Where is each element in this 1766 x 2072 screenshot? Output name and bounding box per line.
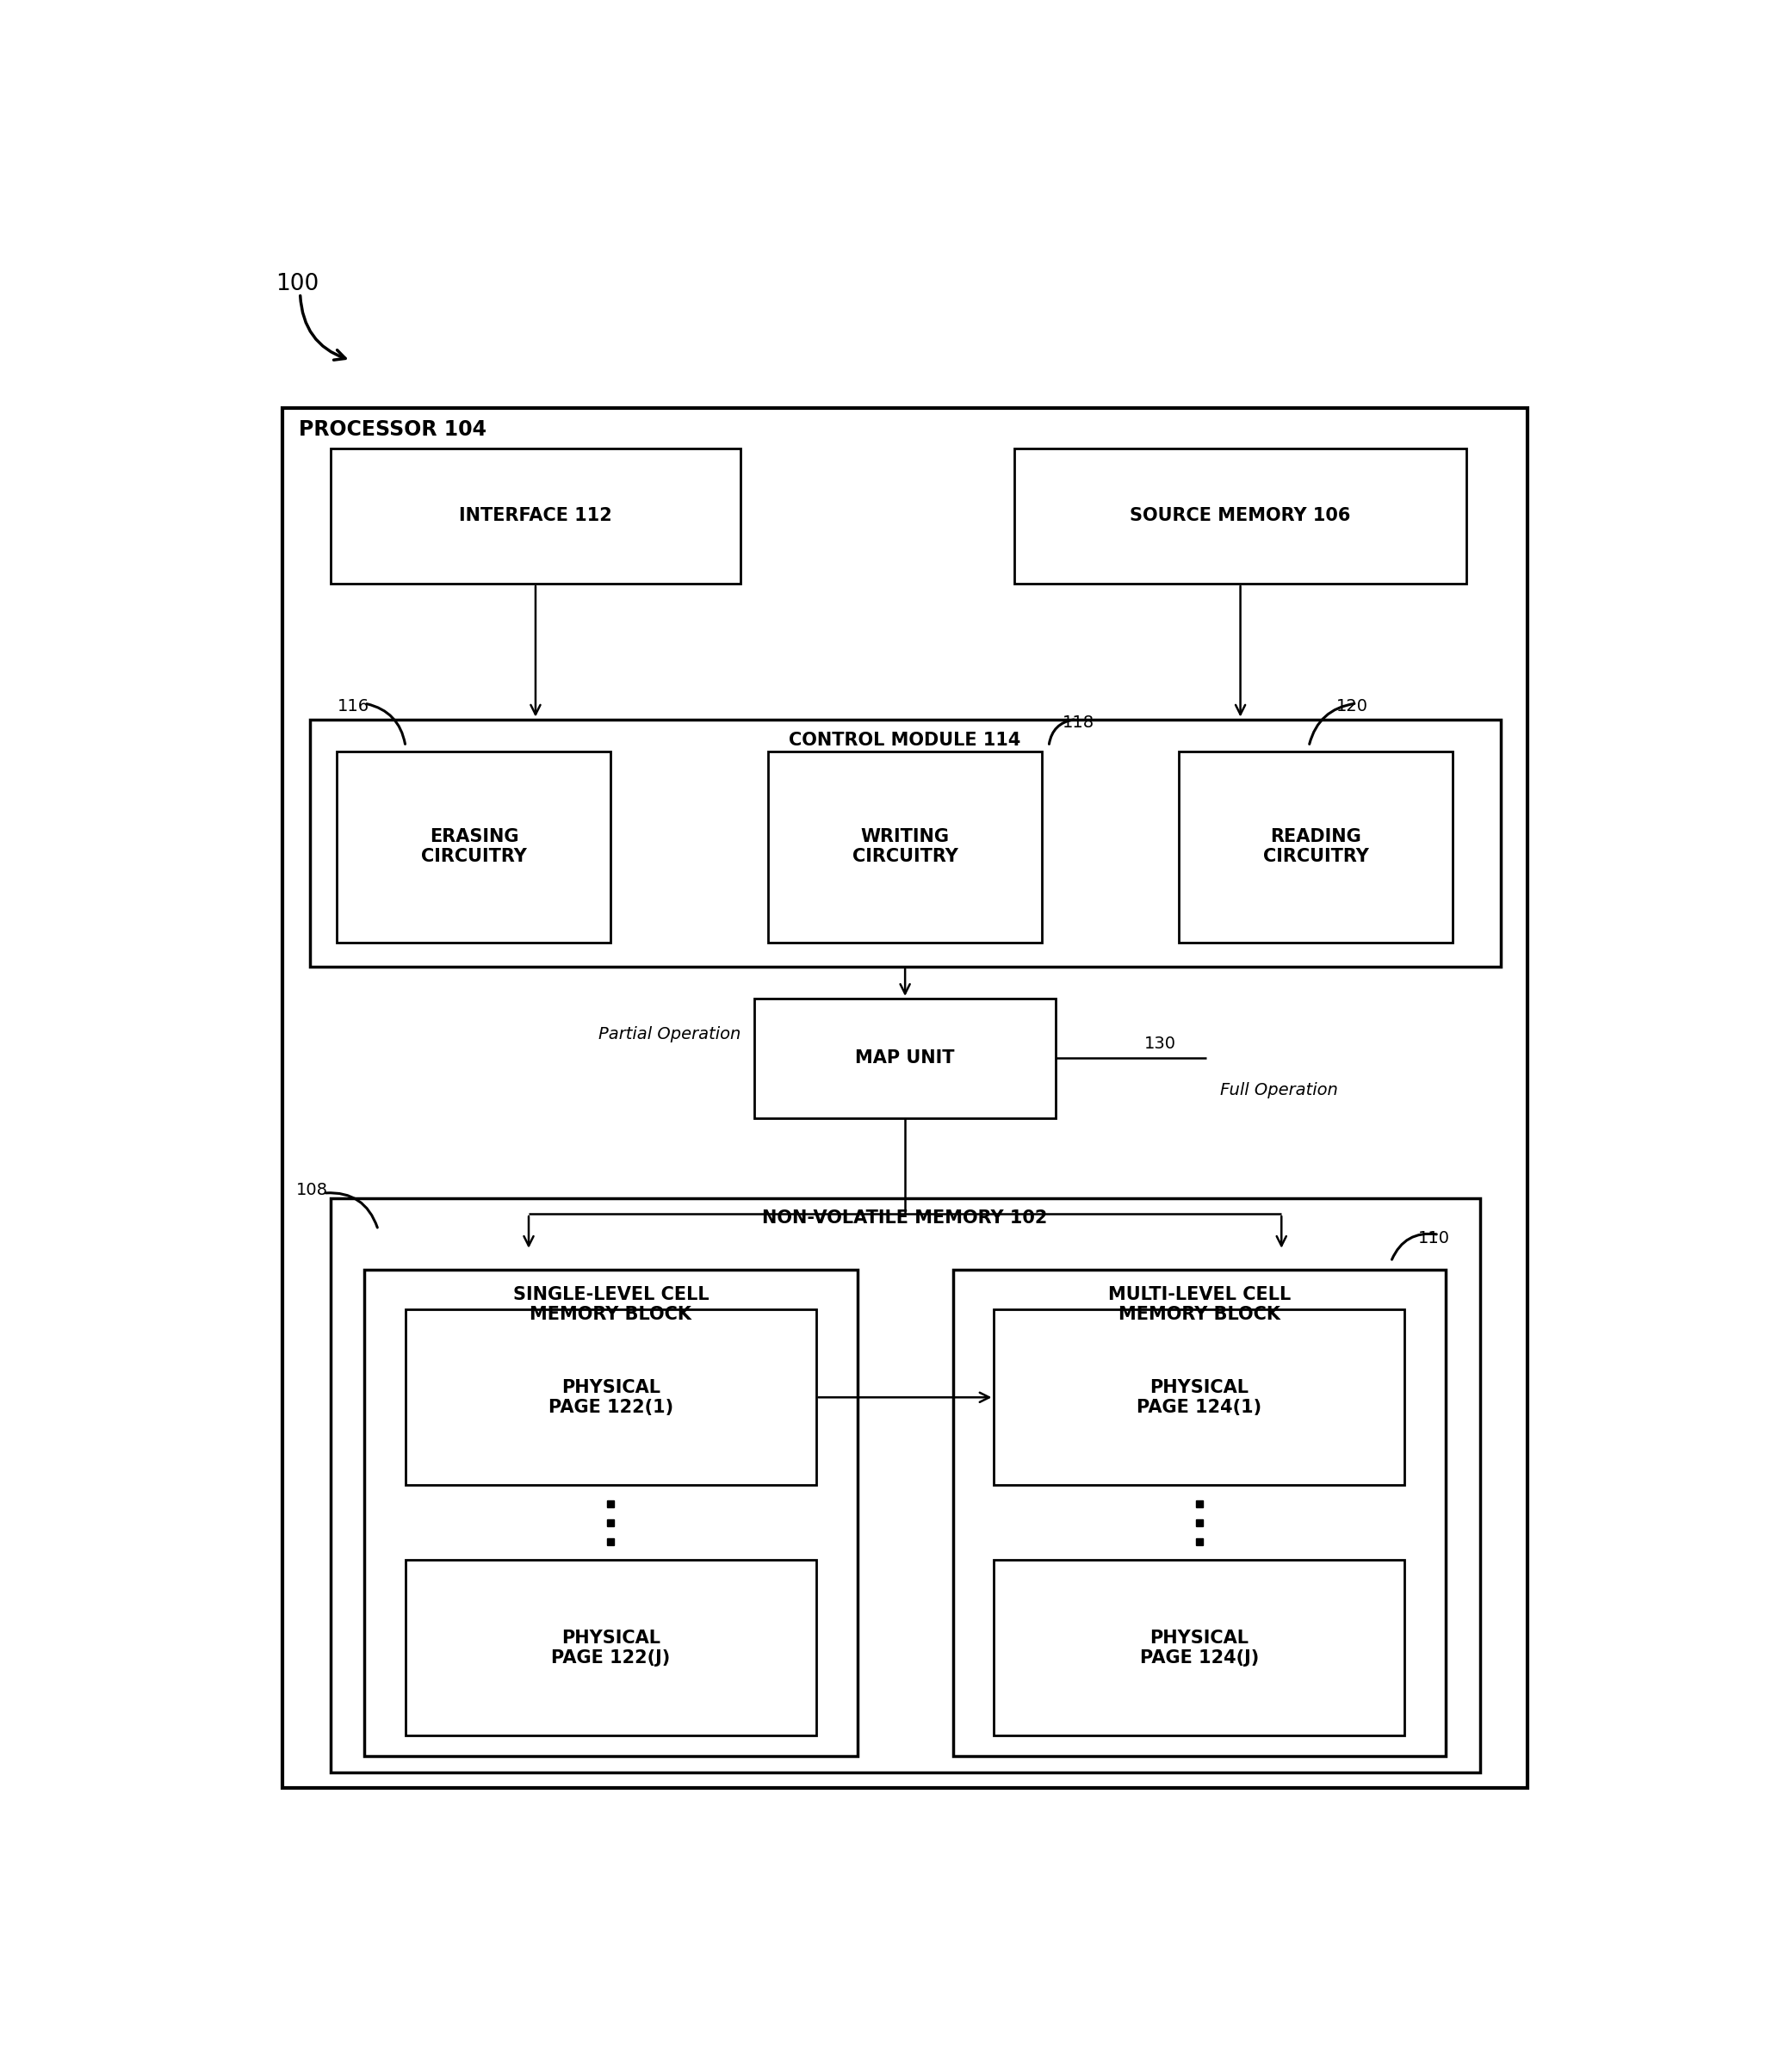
Text: 108: 108 bbox=[297, 1181, 328, 1198]
Text: PHYSICAL
PAGE 124(1): PHYSICAL PAGE 124(1) bbox=[1137, 1378, 1263, 1415]
Bar bbox=[1180, 752, 1452, 943]
Text: Partial Operation: Partial Operation bbox=[599, 1026, 742, 1042]
Text: SOURCE MEMORY 106: SOURCE MEMORY 106 bbox=[1130, 508, 1351, 524]
Bar bbox=[330, 1198, 1480, 1772]
Bar bbox=[337, 752, 611, 943]
Text: WRITING
CIRCUITRY: WRITING CIRCUITRY bbox=[853, 829, 957, 866]
Bar bbox=[994, 1560, 1404, 1736]
Text: 120: 120 bbox=[1337, 698, 1369, 715]
Text: PHYSICAL
PAGE 124(J): PHYSICAL PAGE 124(J) bbox=[1139, 1629, 1259, 1666]
Text: 118: 118 bbox=[1063, 715, 1095, 731]
FancyArrowPatch shape bbox=[1049, 719, 1074, 744]
Bar bbox=[364, 1270, 857, 1757]
Text: 110: 110 bbox=[1418, 1231, 1450, 1245]
Bar bbox=[994, 1310, 1404, 1486]
Text: PHYSICAL
PAGE 122(J): PHYSICAL PAGE 122(J) bbox=[551, 1629, 671, 1666]
Bar bbox=[768, 752, 1042, 943]
Text: 130: 130 bbox=[1144, 1036, 1176, 1053]
Text: ERASING
CIRCUITRY: ERASING CIRCUITRY bbox=[420, 829, 526, 866]
Text: CONTROL MODULE 114: CONTROL MODULE 114 bbox=[789, 731, 1021, 750]
Bar bbox=[954, 1270, 1446, 1757]
Text: 100: 100 bbox=[275, 274, 320, 294]
Bar bbox=[406, 1310, 816, 1486]
Text: MAP UNIT: MAP UNIT bbox=[855, 1051, 955, 1067]
FancyArrowPatch shape bbox=[1309, 704, 1355, 744]
FancyArrowPatch shape bbox=[325, 1193, 378, 1227]
Text: SINGLE-LEVEL CELL
MEMORY BLOCK: SINGLE-LEVEL CELL MEMORY BLOCK bbox=[512, 1285, 708, 1322]
Text: READING
CIRCUITRY: READING CIRCUITRY bbox=[1263, 829, 1369, 866]
Bar bbox=[754, 999, 1056, 1119]
Bar bbox=[406, 1560, 816, 1736]
Text: PHYSICAL
PAGE 122(1): PHYSICAL PAGE 122(1) bbox=[547, 1378, 673, 1415]
Text: MULTI-LEVEL CELL
MEMORY BLOCK: MULTI-LEVEL CELL MEMORY BLOCK bbox=[1107, 1285, 1291, 1322]
Bar bbox=[283, 408, 1528, 1788]
FancyArrowPatch shape bbox=[1392, 1233, 1436, 1260]
Bar bbox=[309, 719, 1501, 966]
Bar bbox=[330, 448, 742, 584]
FancyArrowPatch shape bbox=[300, 296, 346, 361]
Text: NON-VOLATILE MEMORY 102: NON-VOLATILE MEMORY 102 bbox=[763, 1210, 1047, 1227]
Bar bbox=[1014, 448, 1466, 584]
Text: INTERFACE 112: INTERFACE 112 bbox=[459, 508, 613, 524]
FancyArrowPatch shape bbox=[367, 704, 404, 744]
Text: Full Operation: Full Operation bbox=[1220, 1082, 1337, 1098]
Text: PROCESSOR 104: PROCESSOR 104 bbox=[298, 419, 486, 439]
Text: 116: 116 bbox=[337, 698, 369, 715]
